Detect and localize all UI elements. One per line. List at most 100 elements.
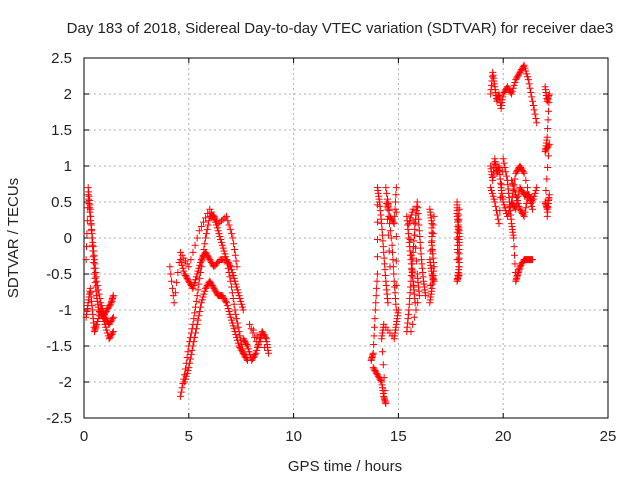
data-point [392, 233, 400, 241]
data-point [230, 325, 238, 333]
data-point [511, 188, 519, 196]
data-point [499, 90, 507, 98]
data-point [82, 256, 90, 264]
data-point [99, 313, 107, 321]
data-point [221, 296, 229, 304]
data-point [508, 198, 516, 206]
data-point [217, 217, 225, 225]
data-point [191, 279, 199, 287]
data-point [455, 215, 463, 223]
data-point [371, 306, 379, 314]
data-point [384, 215, 392, 223]
data-point [372, 299, 380, 307]
data-point [542, 186, 550, 194]
data-point [515, 163, 523, 171]
data-point [430, 277, 438, 285]
data-point [250, 352, 258, 360]
data-point [248, 356, 256, 364]
data-point [220, 247, 228, 255]
data-point [224, 305, 232, 313]
data-point [214, 220, 222, 228]
data-point [519, 168, 527, 176]
data-point [189, 248, 197, 256]
data-point [239, 349, 247, 357]
data-point [544, 116, 552, 124]
data-point [455, 205, 463, 213]
data-point [510, 234, 518, 242]
data-point [217, 235, 225, 243]
y-tick-label: -0.5 [46, 266, 72, 283]
data-point [243, 342, 251, 350]
data-point [499, 198, 507, 206]
data-point [509, 84, 517, 92]
data-point [191, 241, 199, 249]
data-point [197, 222, 205, 230]
data-point [492, 202, 500, 210]
data-point [230, 300, 238, 308]
data-point [168, 277, 176, 285]
data-point [197, 303, 205, 311]
data-point [109, 315, 117, 323]
data-point [384, 201, 392, 209]
data-point [512, 191, 520, 199]
data-point [232, 310, 240, 318]
data-point [494, 215, 502, 223]
data-point [508, 90, 516, 98]
data-point [181, 375, 189, 383]
data-point [217, 238, 225, 246]
data-point [371, 315, 379, 323]
data-point [109, 292, 117, 300]
data-point [109, 313, 117, 321]
data-point [222, 253, 230, 261]
y-tick-label: -1 [59, 302, 72, 319]
x-tick-labels: 0 5 10 15 20 25 [80, 428, 617, 445]
data-point [232, 280, 240, 288]
data-point [173, 279, 181, 287]
data-point [407, 214, 415, 222]
data-point [211, 286, 219, 294]
data-point [226, 225, 234, 233]
data-point [415, 292, 423, 300]
data-point [373, 371, 381, 379]
data-point [515, 202, 523, 210]
data-point [107, 318, 115, 326]
data-point [231, 306, 239, 314]
data-point [251, 333, 259, 341]
y-tick-label: -1.5 [46, 338, 72, 355]
data-point [196, 274, 204, 282]
data-point [529, 97, 537, 105]
data-point [533, 184, 541, 192]
data-point [180, 254, 188, 262]
data-point [545, 90, 553, 98]
data-point [516, 184, 524, 192]
data-point [201, 287, 209, 295]
data-point [510, 243, 518, 251]
data-point [383, 199, 391, 207]
data-point [228, 319, 236, 327]
data-point [501, 163, 509, 171]
data-point [379, 361, 387, 369]
data-point [517, 261, 525, 269]
data-point [93, 320, 101, 328]
data-point [521, 208, 529, 216]
data-point [227, 313, 235, 321]
data-point [218, 292, 226, 300]
data-point [392, 282, 400, 290]
data-point [189, 342, 197, 350]
x-tick-label: 10 [285, 428, 302, 445]
data-point [183, 260, 191, 268]
data-point [210, 284, 218, 292]
data-point [508, 179, 516, 187]
data-point [178, 384, 186, 392]
data-point [181, 271, 189, 279]
data-point [95, 306, 103, 314]
data-point [489, 192, 497, 200]
data-point [101, 310, 109, 318]
data-point [235, 342, 243, 350]
data-point [385, 247, 393, 255]
data-point [225, 221, 233, 229]
data-point [545, 99, 553, 107]
data-point [102, 323, 110, 331]
data-point [214, 227, 222, 235]
